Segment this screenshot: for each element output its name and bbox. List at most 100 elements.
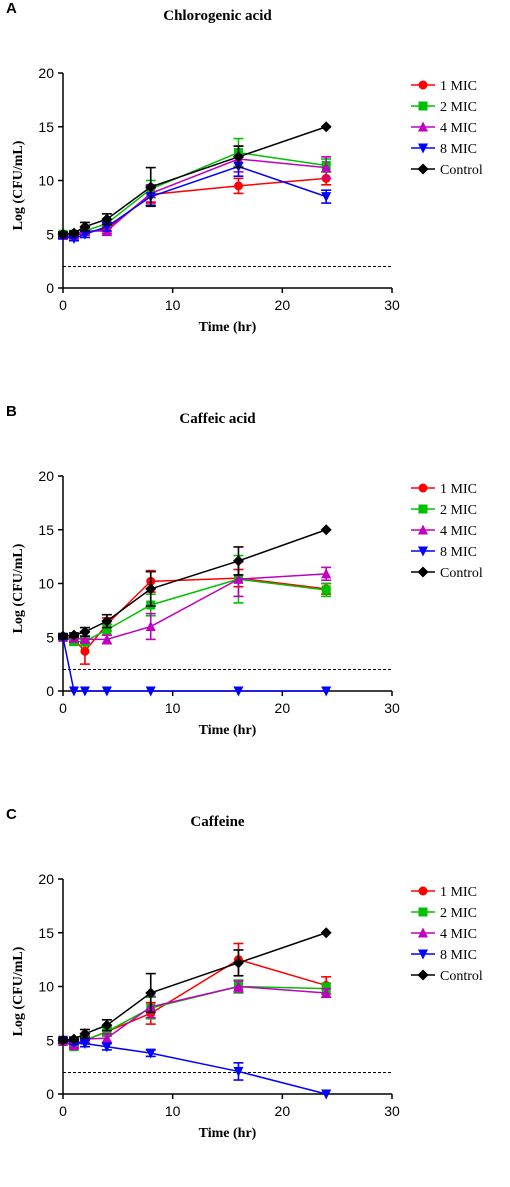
x-axis-label: Time (hr) [199, 1126, 257, 1141]
data-point [145, 181, 157, 193]
legend-swatch-marker [418, 886, 428, 896]
chart-a: Chlorogenic acid 0 5 10 15 20 0 10 20 30 Time (hr)… [11, 8, 483, 335]
legend-swatch-marker [417, 163, 429, 175]
legend-label: 4 MIC [440, 121, 477, 136]
data-point [145, 987, 157, 999]
legend-swatch-marker [418, 546, 428, 557]
x-tick-label: 20 [275, 1103, 291, 1119]
panel-letter: B [6, 403, 17, 420]
data-point [145, 1048, 156, 1059]
legend-swatch-marker [417, 566, 429, 578]
data-point [233, 1066, 244, 1077]
data-point [321, 585, 331, 595]
legend-label: 2 MIC [440, 906, 477, 921]
chart-title: Caffeic acid [179, 411, 256, 427]
y-tick-label: 15 [38, 925, 54, 941]
x-tick-label: 30 [384, 700, 400, 716]
y-tick-label: 20 [38, 65, 54, 81]
data-point [79, 1038, 90, 1049]
y-tick-label: 0 [46, 683, 54, 699]
legend-label: 4 MIC [440, 524, 477, 539]
legend-swatch-marker [418, 524, 428, 535]
legend-swatch-marker [418, 121, 428, 132]
legend-swatch-marker [418, 949, 428, 960]
legend-swatch-marker [418, 907, 428, 917]
data-point [233, 686, 244, 697]
data-point [233, 981, 244, 991]
y-axis-label: Log (CFU/mL) [11, 140, 26, 230]
legend-label: 8 MIC [440, 142, 477, 157]
legend-label: 2 MIC [440, 503, 477, 518]
x-tick-label: 0 [59, 700, 67, 716]
y-tick-label: 0 [46, 280, 54, 296]
y-tick-label: 10 [38, 576, 54, 592]
x-axis-label: Time (hr) [199, 723, 257, 738]
data-point [79, 1028, 91, 1040]
series-line [62, 165, 327, 240]
y-tick-label: 5 [46, 226, 54, 242]
x-tick-label: 30 [384, 1103, 400, 1119]
data-point [79, 626, 91, 638]
data-point [321, 1089, 332, 1100]
y-tick-label: 20 [38, 871, 54, 887]
data-point [232, 957, 244, 969]
data-point [79, 229, 90, 240]
legend-label: Control [440, 969, 483, 984]
legend-label: 1 MIC [440, 79, 477, 94]
data-point [101, 213, 113, 225]
legend-label: 2 MIC [440, 100, 477, 115]
y-tick-label: 10 [38, 979, 54, 995]
data-point [57, 1034, 69, 1046]
data-point [101, 633, 112, 644]
data-point [101, 686, 112, 697]
series-line [62, 1039, 327, 1095]
data-point [79, 686, 90, 697]
legend-swatch-marker [418, 927, 428, 938]
chart-panel-b: B Caffeic acid 0 5 10 15 20 0 10 20 30 Time (hr) Lo… [0, 403, 510, 783]
x-tick-label: 0 [59, 297, 67, 313]
data-point [321, 686, 332, 697]
chart-title: Caffeine [190, 814, 244, 830]
legend-swatch-marker [418, 504, 428, 514]
data-point [232, 151, 244, 163]
data-point [320, 121, 332, 133]
x-axis-label: Time (hr) [199, 320, 257, 335]
x-tick-label: 30 [384, 297, 400, 313]
legend-label: 8 MIC [440, 948, 477, 963]
series-line [62, 637, 327, 692]
y-tick-label: 5 [46, 1032, 54, 1048]
data-point [321, 192, 332, 203]
data-point [101, 615, 113, 627]
legend-label: Control [440, 163, 483, 178]
legend-swatch-marker [418, 80, 428, 90]
x-tick-label: 0 [59, 1103, 67, 1119]
data-point [79, 633, 90, 644]
x-tick-label: 10 [165, 1103, 181, 1119]
data-point [68, 234, 79, 245]
y-tick-label: 0 [46, 1086, 54, 1102]
data-point [321, 987, 332, 998]
data-point [68, 1033, 80, 1045]
data-point [57, 630, 69, 642]
data-point [233, 573, 244, 584]
data-point [145, 686, 156, 697]
y-tick-label: 10 [38, 173, 54, 189]
data-point [233, 181, 243, 191]
legend-label: 4 MIC [440, 927, 477, 942]
legend-swatch-marker [418, 143, 428, 154]
legend-label: 1 MIC [440, 885, 477, 900]
legend-swatch-marker [418, 101, 428, 111]
data-point [232, 555, 244, 567]
legend-label: Control [440, 566, 483, 581]
data-point [79, 221, 91, 233]
x-tick-label: 20 [275, 297, 291, 313]
data-point [320, 927, 332, 939]
chart-title: Chlorogenic acid [163, 8, 272, 24]
data-point [145, 583, 157, 595]
chart-b: Caffeic acid 0 5 10 15 20 0 10 20 30 Time (hr) Log … [11, 411, 483, 738]
chart-c: Caffeine 0 5 10 15 20 0 10 20 30 Time (hr) Log (CFU… [11, 814, 483, 1141]
x-tick-label: 20 [275, 700, 291, 716]
x-tick-label: 10 [165, 297, 181, 313]
chart-panel-a: A Chlorogenic acid 0 5 10 15 20 0 10 20 30 Time (h… [0, 0, 510, 380]
legend-label: 8 MIC [440, 545, 477, 560]
